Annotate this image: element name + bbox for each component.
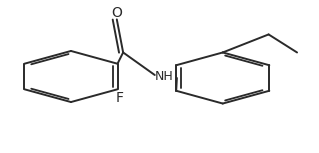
Text: F: F	[116, 91, 124, 104]
Text: O: O	[111, 6, 122, 20]
Text: NH: NH	[155, 70, 174, 83]
